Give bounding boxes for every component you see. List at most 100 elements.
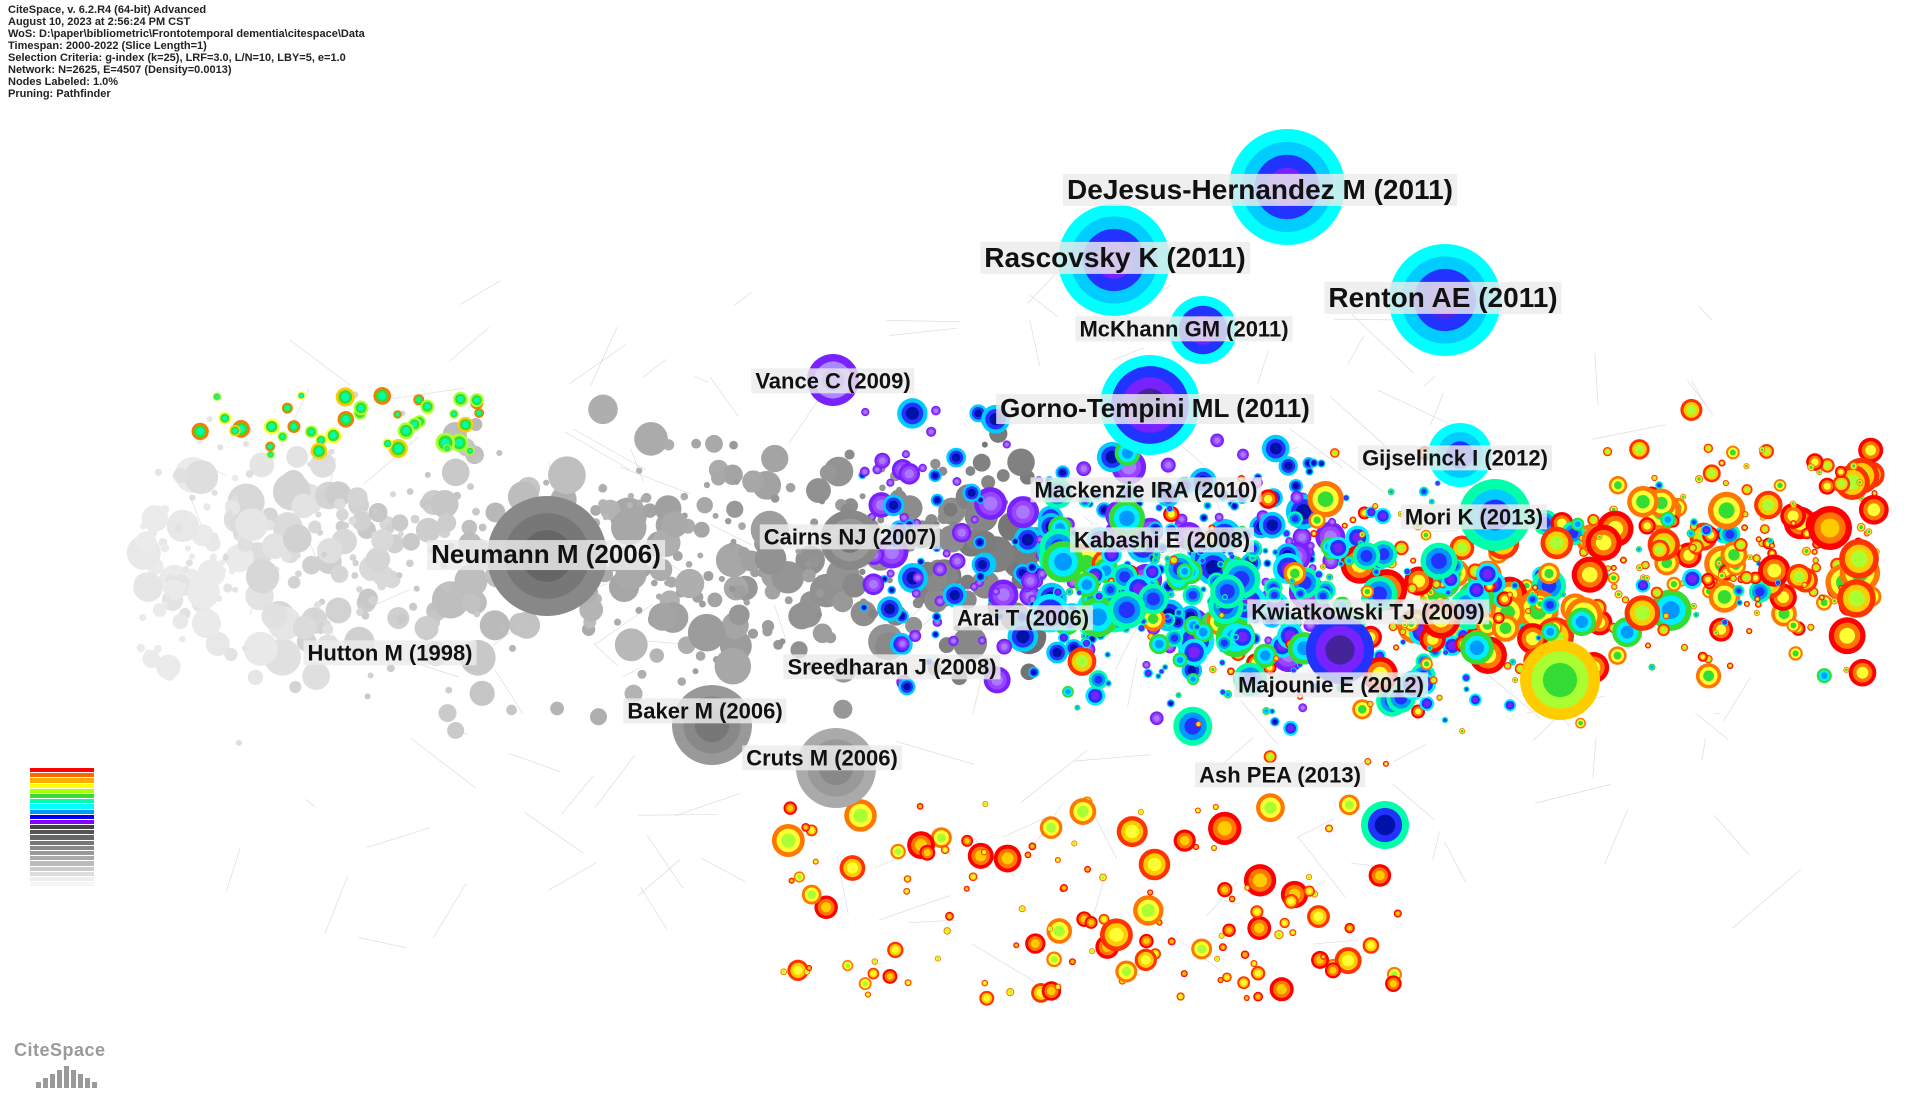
citation-node bbox=[648, 602, 677, 631]
citation-node bbox=[292, 615, 317, 640]
citation-node bbox=[326, 461, 336, 472]
citation-node bbox=[1690, 602, 1697, 610]
citation-node bbox=[1773, 479, 1787, 492]
citation-node bbox=[166, 509, 199, 543]
citation-link bbox=[523, 811, 584, 854]
citation-node bbox=[1305, 873, 1313, 881]
node-label-mckhann[interactable]: McKhann GM (2011) bbox=[1075, 316, 1293, 342]
node-label-gorno-tempini[interactable]: Gorno-Tempini ML (2011) bbox=[996, 393, 1314, 424]
citation-node bbox=[1818, 594, 1825, 601]
citation-node bbox=[295, 570, 302, 578]
node-label-arai[interactable]: Arai T (2006) bbox=[952, 605, 1094, 631]
node-label-gijselinck[interactable]: Gijselinck I (2012) bbox=[1358, 445, 1552, 471]
citation-node bbox=[931, 612, 942, 622]
citation-node bbox=[1611, 583, 1618, 590]
citation-node bbox=[413, 585, 420, 592]
logo-text: CiteSpace bbox=[14, 1040, 106, 1060]
citation-node bbox=[1222, 923, 1236, 937]
node-label-neumann[interactable]: Neumann M (2006) bbox=[427, 539, 665, 570]
citation-node bbox=[289, 680, 302, 693]
citation-node bbox=[912, 597, 924, 609]
citation-link bbox=[1020, 750, 1088, 803]
citation-node bbox=[348, 516, 357, 525]
node-label-hutton[interactable]: Hutton M (1998) bbox=[303, 640, 477, 666]
citation-node bbox=[1147, 889, 1154, 896]
citation-node bbox=[1216, 635, 1233, 652]
citation-node bbox=[1532, 584, 1539, 591]
citation-link bbox=[1430, 392, 1444, 426]
node-label-kwiatkowski[interactable]: Kwiatkowski TJ (2009) bbox=[1247, 599, 1489, 625]
citation-node bbox=[993, 844, 1022, 873]
citation-node bbox=[974, 487, 1007, 520]
citation-node bbox=[1503, 699, 1517, 712]
citation-node bbox=[1786, 563, 1812, 590]
citation-node bbox=[396, 572, 403, 579]
node-label-rascovsky[interactable]: Rascovsky K (2011) bbox=[980, 241, 1250, 275]
citation-link bbox=[710, 524, 752, 545]
citation-node bbox=[1262, 547, 1269, 554]
citation-node bbox=[1298, 703, 1308, 713]
citation-node bbox=[729, 440, 738, 450]
citation-node bbox=[302, 662, 330, 690]
citation-node bbox=[1621, 596, 1629, 604]
citation-node bbox=[473, 610, 481, 618]
node-label-majounie[interactable]: Majounie E (2012) bbox=[1234, 672, 1428, 698]
citation-node bbox=[672, 685, 752, 765]
citation-node bbox=[677, 677, 687, 686]
node-label-mackenzie[interactable]: Mackenzie IRA (2010) bbox=[1030, 477, 1262, 503]
node-label-baker[interactable]: Baker M (2006) bbox=[623, 698, 787, 724]
citation-link bbox=[700, 857, 746, 882]
citation-node bbox=[287, 575, 301, 589]
node-label-kabashi[interactable]: Kabashi E (2008) bbox=[1069, 527, 1255, 553]
citation-link bbox=[1083, 516, 1095, 525]
citation-node bbox=[1164, 555, 1171, 562]
citation-node bbox=[812, 858, 819, 865]
citation-node bbox=[833, 699, 853, 719]
citation-link bbox=[622, 667, 640, 678]
node-label-cairns[interactable]: Cairns NJ (2007) bbox=[759, 524, 941, 550]
citation-node bbox=[812, 623, 833, 644]
citation-node bbox=[1287, 511, 1303, 527]
citation-node bbox=[738, 546, 750, 559]
citation-node bbox=[1193, 622, 1201, 631]
citation-node bbox=[1460, 630, 1494, 665]
citation-node bbox=[707, 592, 723, 608]
node-label-renton[interactable]: Renton AE (2011) bbox=[1324, 281, 1562, 315]
citation-node bbox=[699, 600, 706, 608]
citation-node bbox=[1099, 873, 1107, 882]
node-label-sreedharan[interactable]: Sreedharan J (2008) bbox=[783, 654, 1001, 680]
citation-node bbox=[1169, 555, 1179, 565]
citation-node bbox=[224, 647, 238, 662]
citation-node bbox=[934, 955, 941, 962]
citation-node bbox=[172, 613, 189, 630]
citation-node bbox=[1167, 937, 1176, 946]
citation-node bbox=[1657, 623, 1670, 637]
citation-node bbox=[450, 433, 469, 452]
node-label-vance[interactable]: Vance C (2009) bbox=[751, 368, 915, 394]
citation-node bbox=[1232, 633, 1240, 641]
citation-node bbox=[1305, 467, 1314, 476]
citation-node bbox=[1253, 991, 1264, 1002]
citation-node bbox=[1811, 562, 1822, 573]
citation-node bbox=[879, 484, 886, 492]
node-label-cruts[interactable]: Cruts M (2006) bbox=[742, 745, 902, 771]
node-label-ash[interactable]: Ash PEA (2013) bbox=[1195, 762, 1365, 788]
citation-node bbox=[1849, 461, 1858, 471]
citation-node bbox=[1290, 667, 1297, 674]
citation-link bbox=[1714, 712, 1721, 715]
citation-node bbox=[228, 567, 236, 575]
citation-node bbox=[1217, 882, 1233, 898]
citation-node bbox=[1526, 593, 1539, 606]
node-label-dejesus-hernandez[interactable]: DeJesus-Hernandez M (2011) bbox=[1063, 173, 1457, 207]
citation-node bbox=[636, 499, 643, 506]
citation-node bbox=[1387, 488, 1395, 496]
citation-node bbox=[1243, 864, 1277, 897]
citation-node bbox=[1708, 581, 1741, 613]
node-label-mori[interactable]: Mori K (2013) bbox=[1400, 504, 1548, 530]
citation-node bbox=[1084, 916, 1098, 929]
citation-node bbox=[1385, 975, 1402, 992]
citation-node bbox=[613, 618, 622, 626]
citation-node bbox=[788, 877, 795, 884]
citation-node bbox=[443, 444, 452, 453]
